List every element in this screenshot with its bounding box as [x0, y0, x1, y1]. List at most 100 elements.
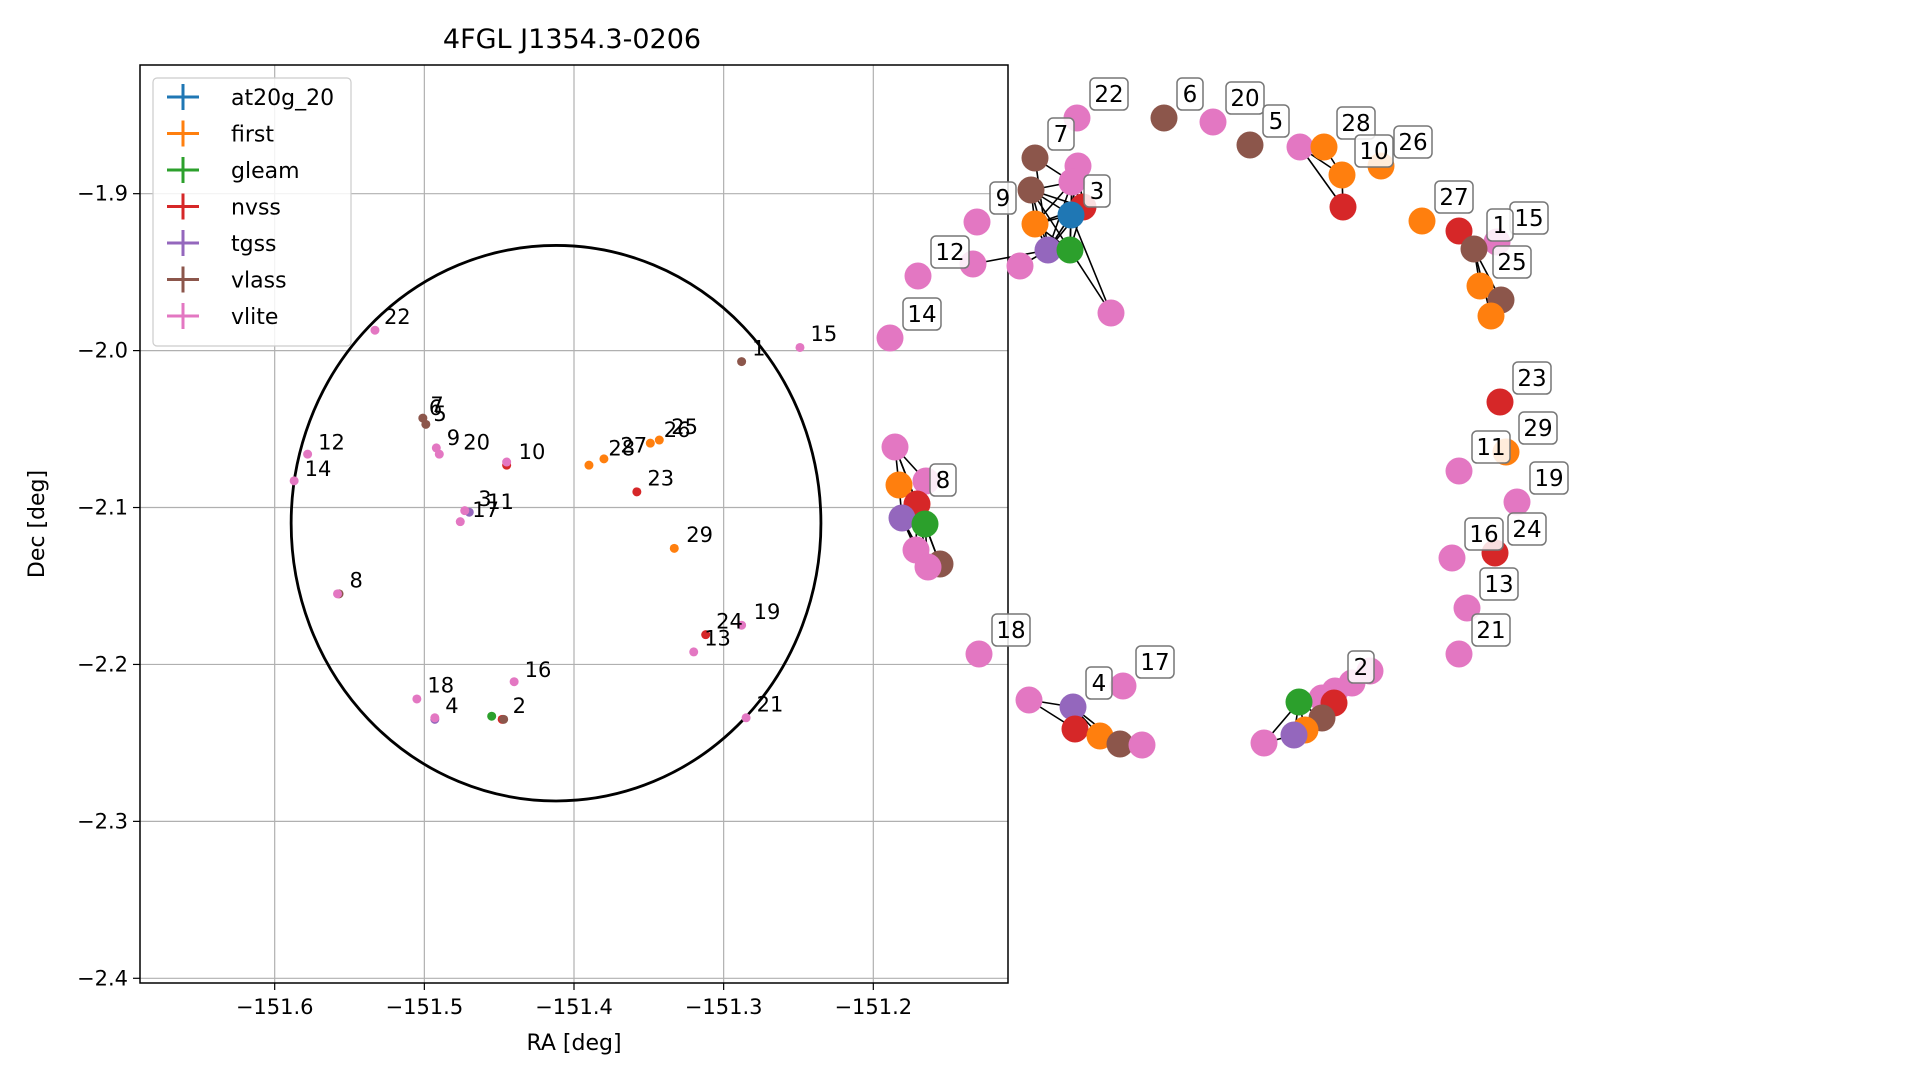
graph-node-gleam: [1285, 688, 1313, 716]
legend-label: at20g_20: [231, 86, 334, 111]
point-label: 19: [754, 600, 781, 624]
node-label-frame: [1047, 117, 1075, 151]
plot-title: 4FGL J1354.3-0206: [443, 24, 701, 55]
node-label: 8: [936, 468, 951, 494]
point-nvss: [632, 487, 642, 497]
node-label: 7: [1054, 122, 1069, 148]
graph-node-vlite: [1445, 457, 1473, 485]
node-label-box: 8: [929, 463, 957, 497]
node-label: 21: [1476, 618, 1505, 644]
node-label-box: 10: [1354, 134, 1394, 168]
graph-node-vlite: [1058, 168, 1086, 196]
graph-node-gleam: [911, 510, 939, 538]
graph-nodes: [876, 104, 1531, 759]
graph-node-first: [1408, 207, 1436, 235]
graph-node-tgss: [1059, 693, 1087, 721]
node-label-frame: [1486, 208, 1514, 242]
y-tick-label: −2.4: [77, 966, 128, 990]
node-label-box: 2: [1347, 650, 1375, 684]
point-label: 6: [429, 396, 442, 420]
graph-node-first: [1310, 133, 1338, 161]
point-vlite: [289, 476, 299, 486]
point-label: 10: [519, 440, 546, 464]
node-label: 12: [935, 240, 964, 266]
legend-entry: vlass: [167, 266, 287, 294]
graph-node-first: [1466, 272, 1494, 300]
node-label-box: 28: [1336, 106, 1376, 140]
node-label-frame: [991, 613, 1031, 647]
node-label: 2: [1354, 655, 1369, 681]
graph-node-vlite: [965, 640, 993, 668]
node-label-frame: [989, 181, 1017, 215]
point-vlite: [412, 694, 422, 704]
node-label: 18: [996, 618, 1025, 644]
graph-node-vlass: [1021, 144, 1049, 172]
node-label-frame: [1471, 430, 1511, 464]
graph-node-tgss: [888, 504, 916, 532]
node-label-frame: [1529, 461, 1569, 495]
node-label: 6: [1183, 82, 1198, 108]
legend-label: nvss: [231, 196, 281, 221]
point-label: 22: [384, 305, 411, 329]
graph-node-vlass: [1460, 235, 1488, 263]
node-label-frame: [1347, 650, 1375, 684]
node-label-box: 18: [991, 613, 1031, 647]
graph-node-vlass: [1106, 730, 1134, 758]
node-label-box: 6: [1176, 77, 1204, 111]
node-label-box: 13: [1479, 567, 1519, 601]
graph-edge: [1034, 157, 1049, 251]
node-label: 25: [1497, 250, 1526, 276]
graph-node-vlite: [1250, 729, 1278, 757]
point-label: 28: [608, 437, 635, 461]
graph-node-vlite: [881, 433, 909, 461]
point-vlite: [455, 517, 465, 527]
graph-node-vlite: [914, 553, 942, 581]
axis-ticks: −151.6 −151.5 −151.4 −151.3 −151.2 −1.9 −2.0 −2…: [77, 182, 912, 1019]
graph-node-tgss: [1034, 236, 1062, 264]
x-tick-label: −151.2: [834, 995, 912, 1019]
node-label-frame: [1434, 180, 1474, 214]
graph-node-vlite: [1438, 544, 1466, 572]
graph-node-vlite: [1128, 731, 1156, 759]
y-axis-title: Dec [deg]: [25, 470, 50, 578]
point-vlass: [421, 419, 431, 429]
node-label-box: 9: [989, 181, 1017, 215]
y-tick-label: −2.1: [77, 496, 128, 520]
point-label: 9: [447, 426, 460, 450]
point-label: 16: [525, 658, 552, 682]
graph-node-vlite: [1097, 299, 1125, 327]
node-label: 16: [1469, 522, 1498, 548]
point-label: 29: [686, 523, 713, 547]
node-label-box: 1: [1486, 208, 1514, 242]
point-first: [669, 543, 679, 553]
data-points: [289, 325, 805, 724]
point-label: 5: [433, 402, 446, 426]
node-label-box: 12: [930, 235, 970, 269]
graph-node-at20g_20: [1057, 201, 1085, 229]
point-vlite: [303, 449, 313, 459]
graph-node-vlite: [1503, 488, 1531, 516]
point-gleam: [487, 711, 497, 721]
node-label-box: 3: [1083, 174, 1111, 208]
point-label: 23: [647, 467, 674, 491]
graph-node-vlite: [963, 208, 991, 236]
point-label: 25: [671, 415, 698, 439]
node-label-frame: [1354, 134, 1394, 168]
point-label: 15: [810, 322, 837, 346]
node-label: 5: [1269, 109, 1284, 135]
point-label: 27: [620, 434, 647, 458]
x-tick-label: −151.6: [236, 995, 314, 1019]
legend-box: [152, 77, 352, 347]
node-label-frame: [1089, 77, 1129, 111]
legend-entry: at20g_20: [167, 84, 334, 111]
point-first: [645, 438, 655, 448]
graph-node-vlass: [1236, 131, 1264, 159]
y-tick-label: −2.2: [77, 652, 128, 676]
point-label: 20: [463, 430, 490, 454]
x-tick-label: −151.4: [535, 995, 613, 1019]
node-label-frame: [1518, 411, 1558, 445]
legend-entry: tgss: [167, 230, 277, 257]
node-label: 13: [1484, 572, 1513, 598]
